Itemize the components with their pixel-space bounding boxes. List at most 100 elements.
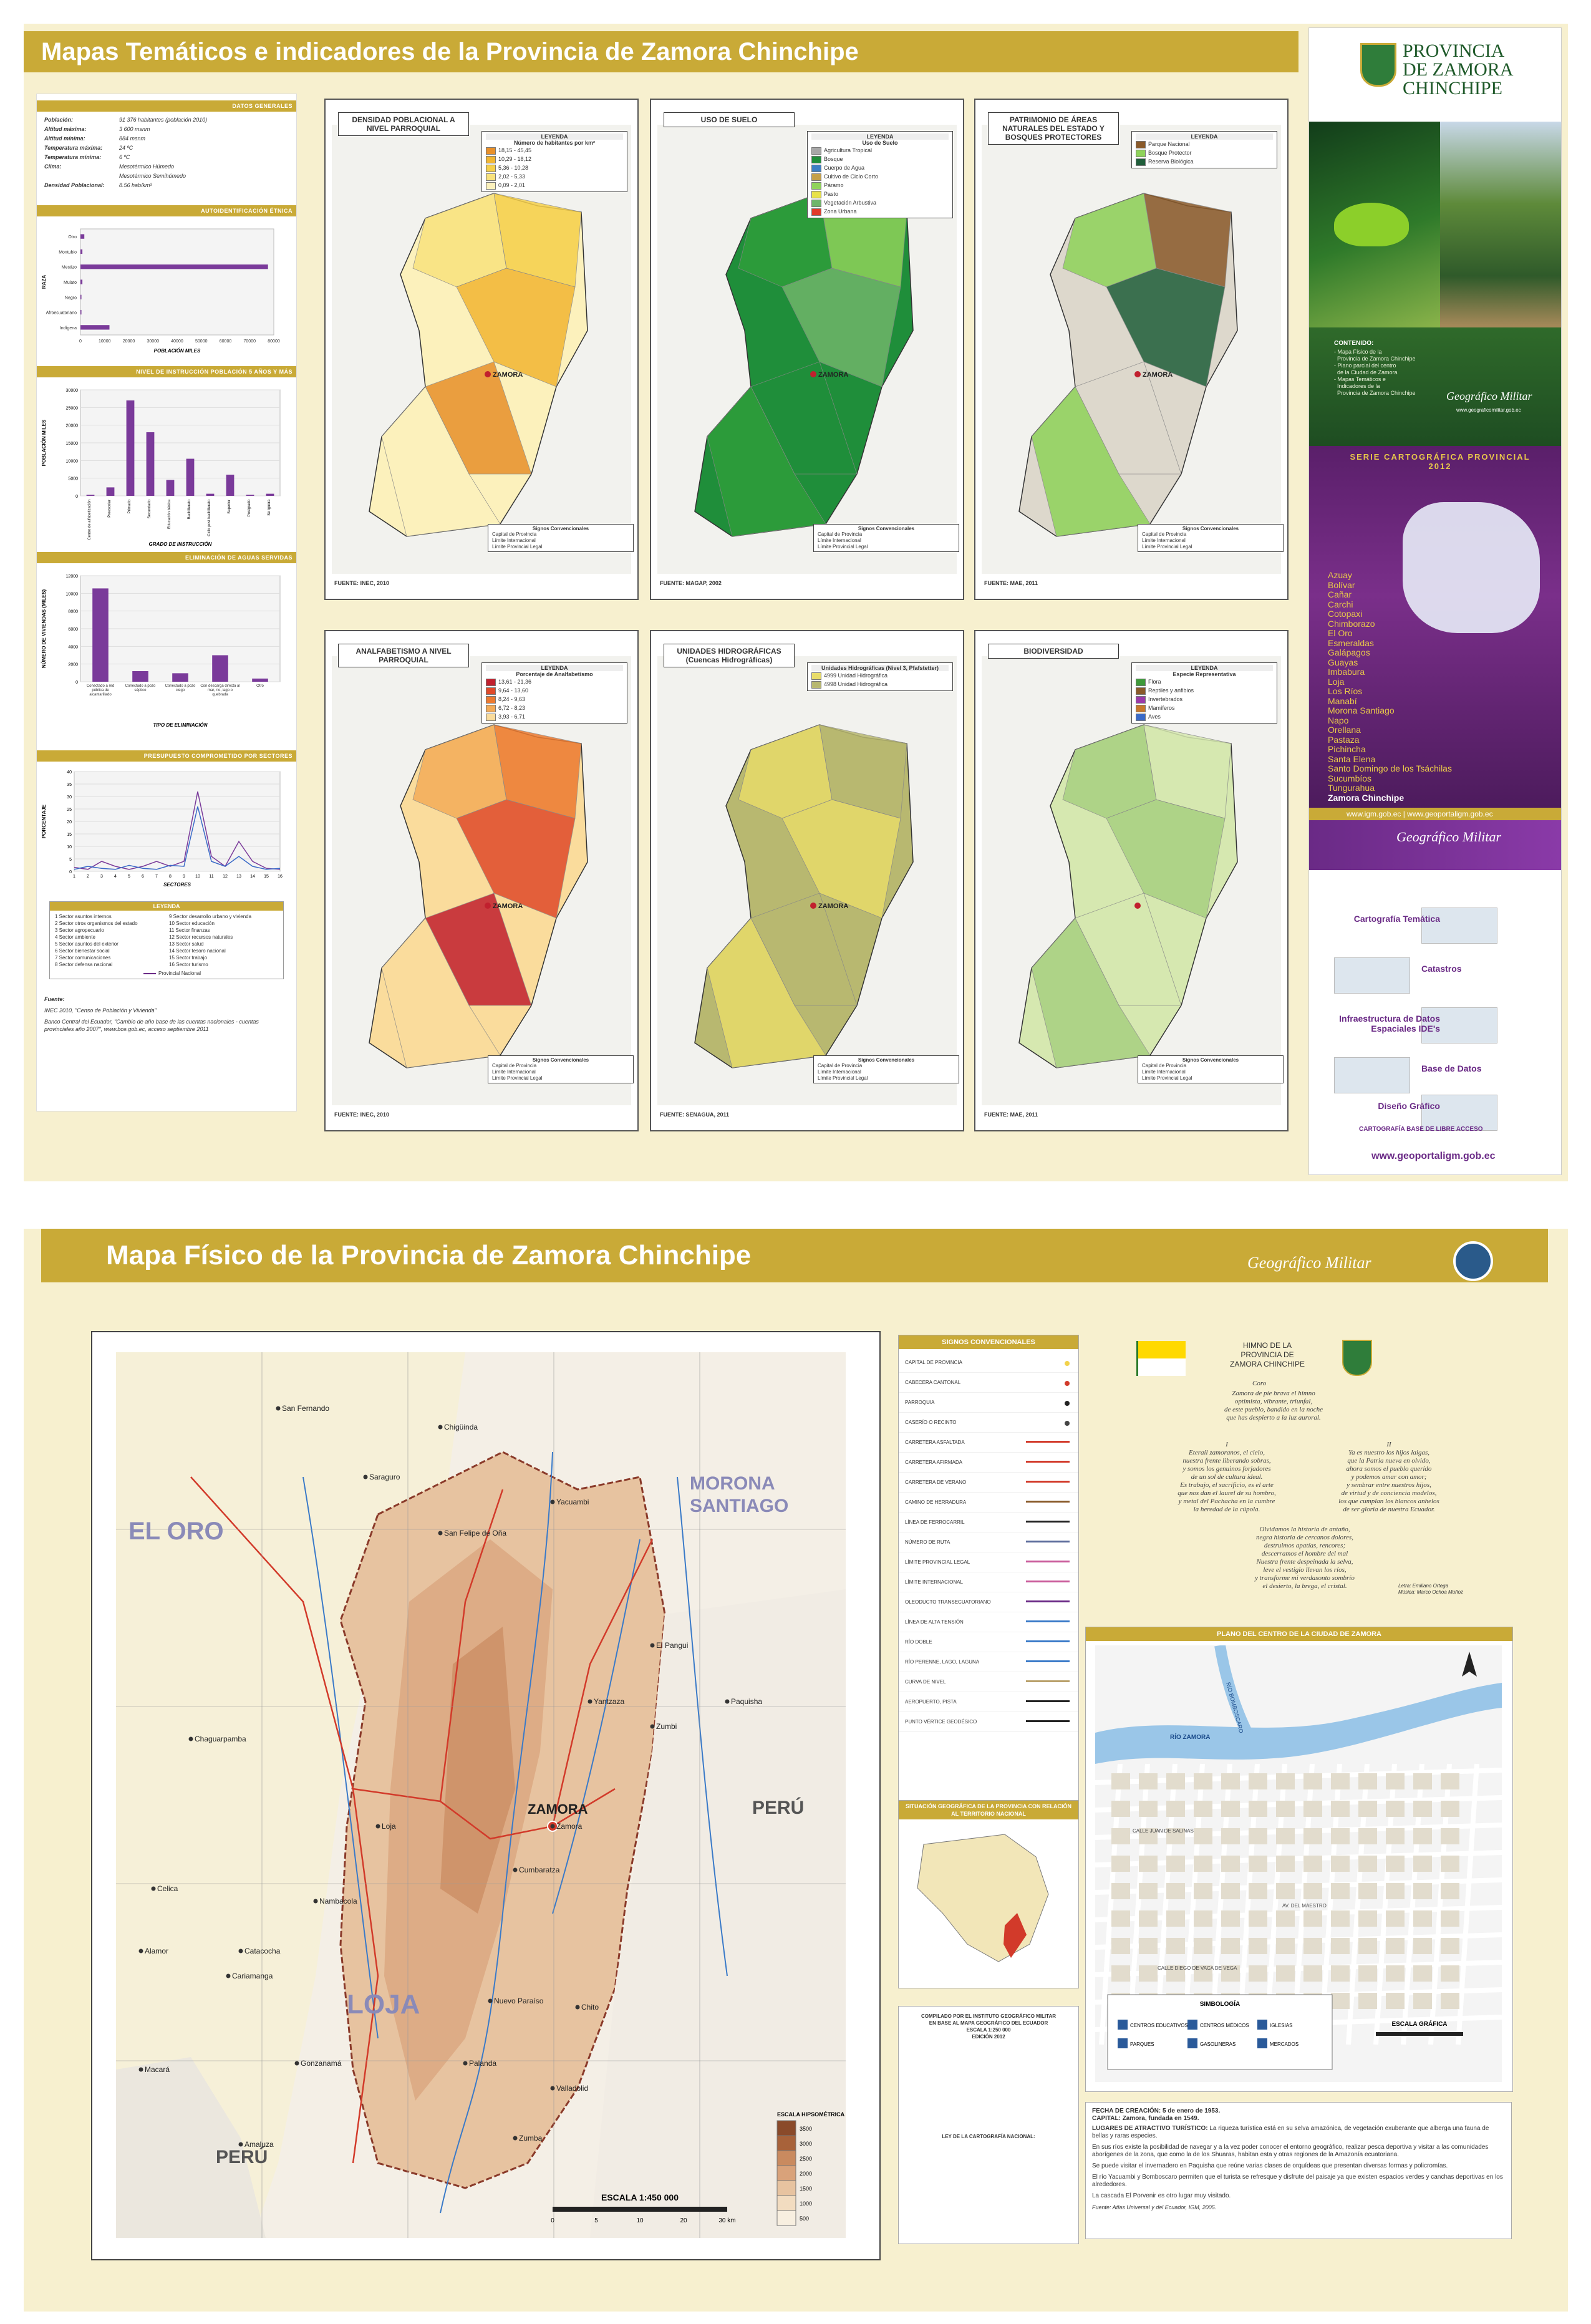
plan-block (1111, 1801, 1130, 1817)
place-marker (650, 1643, 655, 1648)
thematic-map-source: FUENTE: INEC, 2010 (334, 1111, 390, 1118)
thematic-map-legend: LEYENDA Porcentaje de Analfabetismo 13,61 … (481, 662, 627, 724)
thematic-map[interactable] (982, 656, 1281, 1105)
geoportal-link[interactable]: www.geoportaligm.gob.ec (1371, 1151, 1496, 1161)
sign-row: LÍMITE INTERNACIONAL (899, 1572, 1078, 1592)
fact-p4: La cascada El Porvenir es otro lugar muy… (1092, 2192, 1231, 2199)
budget-x-tick: 10 (195, 874, 200, 879)
plan-block (1194, 1883, 1212, 1899)
place-marker (513, 1867, 518, 1872)
edu-y-tick: 10000 (66, 459, 79, 463)
budget-x-tick: 9 (183, 874, 185, 879)
symbology-icon (1118, 2038, 1128, 2048)
edu-category-label: Superior (228, 500, 231, 514)
plan-block (1166, 1938, 1185, 1954)
hymn-stanza-line: la heredad de la cúpola. (1193, 1506, 1260, 1513)
conventional-signs-box: Signos Convencionales Capital de Provinci… (813, 1055, 959, 1083)
cover-province-item: Cotopaxi (1328, 609, 1363, 619)
map-region (1106, 268, 1226, 387)
plan-block (1331, 1965, 1350, 1982)
cover-province-item: Imbabura (1328, 667, 1365, 677)
ethnic-x-tick: 50000 (195, 339, 208, 344)
plan-block (1303, 1856, 1322, 1872)
edu-bar (206, 493, 215, 496)
edu-category-label: Secundario (148, 499, 152, 518)
ethnic-x-label: POBLACIÓN MILES (154, 348, 201, 354)
place-marker (650, 1724, 655, 1729)
compiled-line: ESCALA 1:250 000 (966, 2027, 1011, 2033)
thematic-map[interactable]: ZAMORA (657, 125, 957, 574)
plan-block (1386, 1938, 1405, 1954)
product-thumbnail (1421, 1095, 1497, 1131)
waste-bar (172, 673, 188, 682)
thematic-map[interactable]: ZAMORA (332, 656, 631, 1105)
edu-category-label: Postgrado (248, 499, 251, 516)
plan-block (1221, 1938, 1240, 1954)
thematic-map-frame: ZAMORA ANALFABETISMO A NIVEL PARROQUIAL LE… (324, 630, 639, 1131)
el-oro-label: EL ORO (128, 1518, 224, 1545)
plan-block (1166, 1773, 1185, 1789)
thematic-map[interactable]: ZAMORA (982, 125, 1281, 574)
series-block: SERIE CARTOGRÁFICA PROVINCIAL 2012 Azuay… (1309, 446, 1561, 820)
scale-tick: 20 (680, 2217, 687, 2224)
edu-bar (246, 495, 254, 496)
sign-label: RÍO DOBLE (905, 1639, 932, 1645)
plan-block (1386, 1910, 1405, 1927)
budget-legend-item: 2 Sector otros organismos del estado (55, 921, 138, 926)
conventional-sign: Capital de Provincia (818, 1063, 863, 1068)
sign-symbol-icon (1026, 1581, 1070, 1582)
legend-label: Zona Urbana (824, 208, 857, 215)
legend-swatch (1136, 695, 1146, 704)
product-label: Infraestructura de Datos Espaciales IDE'… (1339, 1014, 1440, 1034)
symbology-box (1107, 1994, 1333, 2070)
legend-label: Cultivo de Ciclo Corto (824, 173, 879, 180)
place-marker (438, 1531, 443, 1536)
law-title: LEY DE LA CARTOGRAFÍA NACIONAL: (942, 2134, 1035, 2139)
legend-swatch (1136, 713, 1146, 721)
hymn-stanza-line: de ser gloria de nuestra Ecuador. (1343, 1506, 1435, 1513)
budget-legend-item: 15 Sector trabajo (169, 955, 207, 961)
legend-swatch (1136, 704, 1146, 712)
hymn-stanza-line: y metal del Pachacha en la cumbre (1178, 1498, 1275, 1505)
thematic-legend-subtitle: Número de habitantes por km² (513, 140, 596, 146)
road (439, 1489, 504, 1802)
thematic-legend-subtitle: Uso de Suelo (862, 140, 898, 146)
general-data-label: Temperatura máxima: (44, 145, 103, 151)
general-data-row: Densidad Poblacional: 8.56 hab/km² (44, 181, 289, 190)
compiled-box: COMPILADO POR EL INSTITUTO GEOGRÁFICO MI… (898, 2006, 1079, 2244)
plan-label: AV. DEL MAESTRO (1282, 1903, 1327, 1909)
thematic-map[interactable]: ZAMORA (332, 125, 631, 574)
igm-cover-url: www.geograficomilitar.gob.ec (1456, 407, 1521, 413)
legend-swatch (486, 182, 496, 190)
edu-y-tick: 20000 (66, 424, 79, 428)
cover-photo-river (1440, 122, 1561, 327)
thematic-map[interactable]: ZAMORA (657, 656, 957, 1105)
waste-bar (92, 588, 109, 682)
cover-province-item: Bolívar (1328, 579, 1355, 590)
waste-bar (132, 671, 148, 682)
plan-street (1095, 1877, 1502, 1895)
place-marker (575, 2005, 580, 2010)
general-data-label: Altitud máxima: (44, 126, 87, 132)
ethnic-bar (80, 234, 85, 239)
waste-chart-title: ELIMINACIÓN DE AGUAS SERVIDAS (37, 552, 296, 563)
conventional-signs-title: Signos Convencionales (858, 526, 915, 531)
legend-label: 10,29 - 18,12 (498, 156, 532, 162)
map-region (781, 799, 901, 919)
elevation-tick: 2000 (800, 2171, 812, 2177)
cover-province-item: Carchi (1328, 599, 1353, 609)
cover-contents-item: - Plano parcial del centro (1334, 362, 1396, 369)
plan-block (1441, 1856, 1459, 1872)
plan-block (1358, 1773, 1377, 1789)
legend-label: Agricultura Tropical (824, 147, 873, 153)
cover-web-bar-text[interactable]: www.igm.gob.ec | www.geoportaligm.gob.ec (1347, 810, 1493, 818)
cover-web-bar (1309, 808, 1561, 820)
hymn-stanza-line: y podemos amar con amor; (1351, 1473, 1427, 1481)
legend-label: 0,09 - 2,01 (498, 182, 526, 188)
sign-label: CARRETERA DE VERANO (905, 1479, 967, 1485)
plan-street (1456, 1763, 1479, 2045)
hymn-coro-line: optimista, vibrante, triunfal, (1234, 1398, 1313, 1405)
sign-symbol-icon (1065, 1361, 1070, 1366)
